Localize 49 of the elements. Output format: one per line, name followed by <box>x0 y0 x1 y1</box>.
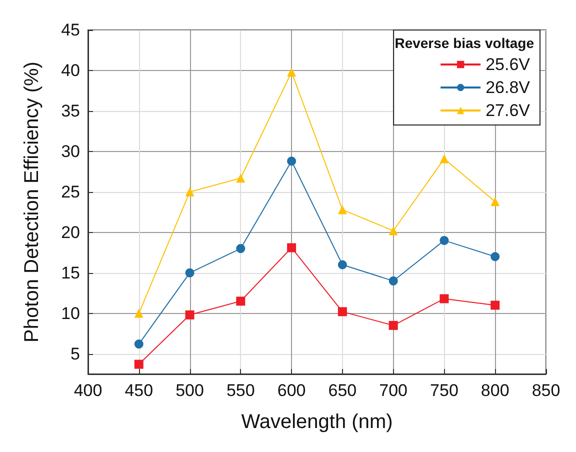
x-tick-label: 550 <box>226 381 255 400</box>
point <box>388 276 398 286</box>
point <box>338 260 347 270</box>
legend-label: 26.8V <box>486 78 531 97</box>
y-tick-label: 40 <box>61 60 80 80</box>
y-tick-label: 30 <box>61 142 80 161</box>
y-tick-label: 5 <box>70 344 80 364</box>
x-tick-label: 600 <box>277 381 306 400</box>
point <box>388 226 398 236</box>
x-tick-label: 800 <box>480 381 510 400</box>
x-tick-label: 500 <box>176 381 204 400</box>
x-tick-label: 450 <box>124 381 154 400</box>
x-tick-label: 850 <box>532 381 560 400</box>
point <box>287 243 296 252</box>
x-axis-title: Wavelength (nm) <box>241 411 393 433</box>
point <box>185 187 194 196</box>
point <box>134 308 144 318</box>
x-tick-label: 750 <box>430 381 458 400</box>
point <box>287 68 296 77</box>
point <box>440 154 449 164</box>
point <box>134 360 144 369</box>
legend-label: 27.6V <box>486 101 531 120</box>
point <box>236 296 246 306</box>
legend-title: Reverse bias voltage <box>394 35 534 51</box>
point <box>287 156 296 166</box>
point <box>440 236 449 245</box>
point <box>185 310 194 320</box>
legend-label: 25.6V <box>486 55 531 74</box>
x-tick-label: 400 <box>74 381 102 400</box>
y-tick-label: 35 <box>61 101 80 120</box>
point <box>185 268 194 278</box>
point <box>338 307 347 316</box>
x-tick-label: 650 <box>328 381 357 400</box>
y-tick-label: 20 <box>61 222 80 242</box>
y-axis-title: Photon Detection Efficiency (%) <box>21 62 43 342</box>
y-tick-label: 25 <box>61 182 80 202</box>
point <box>490 197 500 206</box>
point <box>338 205 347 214</box>
point <box>236 244 246 254</box>
x-tick-label: 700 <box>379 381 408 400</box>
point <box>236 174 246 183</box>
point <box>134 340 144 349</box>
point <box>490 300 500 310</box>
y-tick-label: 15 <box>61 263 80 282</box>
point <box>440 294 449 304</box>
point <box>490 252 500 262</box>
y-tick-label: 10 <box>61 304 80 323</box>
y-tick-label: 45 <box>61 20 80 40</box>
point <box>388 320 398 330</box>
